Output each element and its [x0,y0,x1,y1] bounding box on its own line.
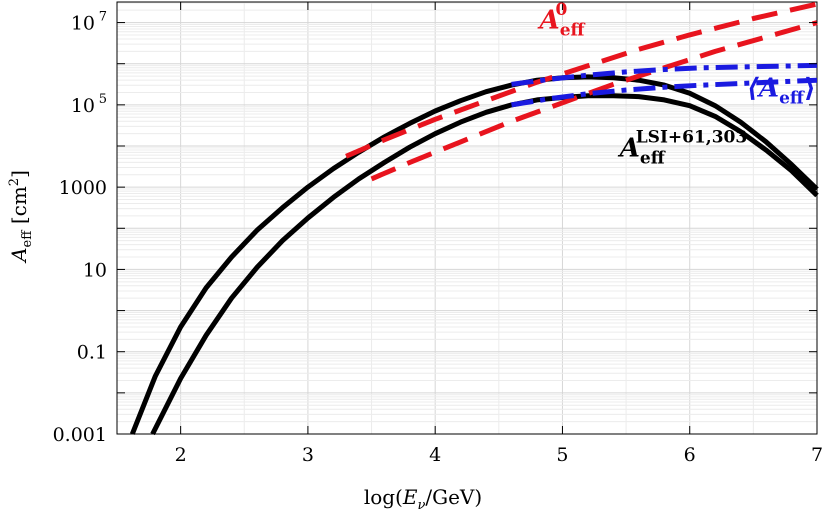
y-tick-label-exponent: 7 [99,10,107,25]
y-axis-title-close: ] [7,170,31,178]
annotation-superscript-2: LSI+61,303 [636,127,748,147]
annotation-label-2: Aeff [617,133,666,168]
y-axis-title-var: A [7,247,31,263]
y-tick-label: 10 [71,13,95,35]
series-line-dashdot-2 [511,62,818,87]
x-axis-title-sub: ν [417,498,425,513]
series-line-solid-4 [129,74,819,435]
axis-ticks: 2 3 4 5 6 7 0.001 0.1 10 1000 10 5 10 7 [53,2,823,466]
x-tick-label: 2 [175,444,187,466]
x-tick-label: 4 [429,444,441,466]
x-tick-label: 5 [556,444,568,466]
x-axis-title: log(Eν/GeV) [364,485,482,513]
series-group [129,1,819,436]
grid [116,2,818,435]
x-tick-label: 6 [684,444,696,466]
y-tick-label-exponent: 5 [99,92,107,107]
x-axis-title-rest: /GeV) [425,485,482,509]
series-line-dashdot-3 [511,77,818,108]
y-axis-title-sup: 2 [7,178,22,186]
plot-border [116,1,818,435]
y-tick-label: 10 [83,259,107,281]
annotation-superscript-0: 0 [556,0,568,20]
y-tick-label: 0.1 [77,342,107,364]
annotation-label-1: ⟨Aeff⟩ [747,74,816,109]
y-tick-label: 1000 [59,177,107,199]
series-line-dashed-1 [370,20,818,182]
y-tick-label: 10 [71,95,95,117]
series-line-solid-5 [150,93,819,436]
series-line-dashed-0 [345,1,818,159]
x-tick-label: 7 [811,444,823,466]
y-axis-title: Aeff [cm2] [7,170,35,264]
x-axis-title-var: E [402,485,418,509]
x-tick-label: 3 [302,444,314,466]
annotation-label-0: Aeff [537,6,586,41]
y-tick-label: 0.001 [53,424,107,446]
x-axis-title-main: log( [364,485,403,509]
y-axis-title-sub: eff [20,229,35,248]
y-axis-title-rest: [cm [7,186,31,230]
plot-frame [116,1,818,435]
